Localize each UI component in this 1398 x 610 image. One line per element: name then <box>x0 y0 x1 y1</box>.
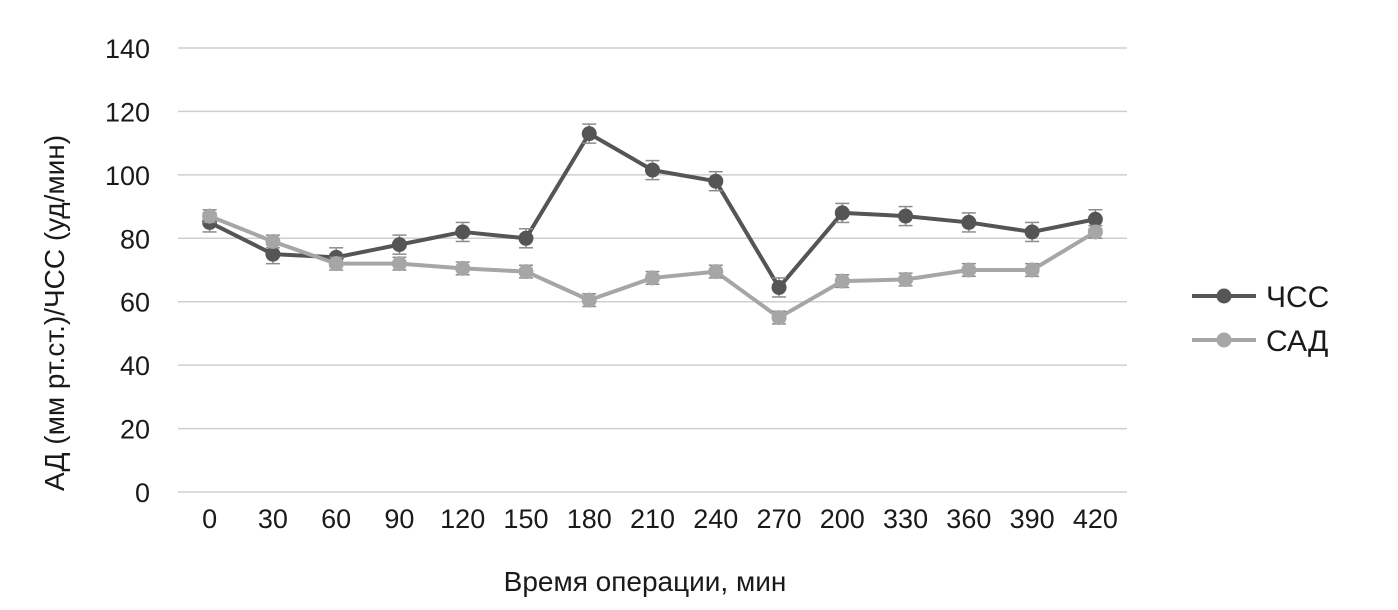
y-tick-label: 60 <box>120 288 150 318</box>
y-tick-label: 120 <box>105 97 150 127</box>
x-tick-label: 120 <box>440 504 485 534</box>
y-tick-label: 100 <box>105 161 150 191</box>
data-point <box>708 173 724 189</box>
data-point <box>581 126 597 142</box>
data-point <box>202 208 218 224</box>
x-tick-label: 270 <box>757 504 802 534</box>
data-point <box>834 273 850 289</box>
data-point <box>708 264 724 280</box>
data-point <box>391 237 407 253</box>
x-tick-label: 90 <box>384 504 414 534</box>
x-tick-label: 0 <box>202 504 217 534</box>
x-tick-label: 390 <box>1010 504 1055 534</box>
x-tick-label: 180 <box>567 504 612 534</box>
data-point <box>961 262 977 278</box>
data-point <box>518 230 534 246</box>
legend-label: САД <box>1266 325 1328 358</box>
x-tick-label: 330 <box>883 504 928 534</box>
y-tick-label: 40 <box>120 351 150 381</box>
x-tick-label: 420 <box>1073 504 1118 534</box>
x-tick-label: 210 <box>630 504 675 534</box>
legend-item: ЧСС <box>1192 281 1329 314</box>
y-tick-label: 140 <box>105 34 150 64</box>
legend-marker <box>1216 332 1232 348</box>
data-point <box>898 272 914 288</box>
data-point <box>1087 211 1103 227</box>
y-axis-ticks: 0 20 40 60 80 100 120 140 <box>105 34 150 508</box>
x-tick-label: 360 <box>946 504 991 534</box>
y-tick-label: 0 <box>135 478 150 508</box>
data-point <box>1087 224 1103 240</box>
x-tick-label: 30 <box>258 504 288 534</box>
legend-marker <box>1216 288 1232 304</box>
x-axis-ticks: 0 30 60 90 120 150 180 210 240 270 200 330 360 390 420 <box>202 504 1118 534</box>
data-point <box>1024 224 1040 240</box>
legend: ЧСС САД <box>1192 281 1329 358</box>
data-point <box>898 208 914 224</box>
x-tick-label: 150 <box>503 504 548 534</box>
data-point <box>455 260 471 276</box>
data-point <box>265 246 281 262</box>
data-point <box>771 310 787 326</box>
data-point <box>834 205 850 221</box>
x-tick-label: 240 <box>693 504 738 534</box>
data-point <box>581 292 597 308</box>
data-point <box>265 233 281 249</box>
series-2 <box>202 208 1103 326</box>
legend-item: САД <box>1192 325 1328 358</box>
y-tick-label: 80 <box>120 224 150 254</box>
legend-label: ЧСС <box>1266 281 1329 314</box>
data-point <box>961 214 977 230</box>
data-point <box>518 264 534 280</box>
series-group <box>202 123 1103 326</box>
data-point <box>645 270 660 286</box>
data-point <box>771 279 787 295</box>
data-point <box>645 162 660 178</box>
x-axis-title: Время операции, мин <box>504 566 787 597</box>
x-tick-label: 60 <box>321 504 351 534</box>
data-point <box>328 256 344 272</box>
data-point <box>391 256 407 272</box>
data-point <box>455 224 471 240</box>
y-axis-title: АД (мм рт.ст.)/ЧСС (уд/мин) <box>39 135 70 491</box>
data-point <box>1024 262 1040 278</box>
y-tick-label: 20 <box>120 415 150 445</box>
x-tick-label: 200 <box>820 504 865 534</box>
